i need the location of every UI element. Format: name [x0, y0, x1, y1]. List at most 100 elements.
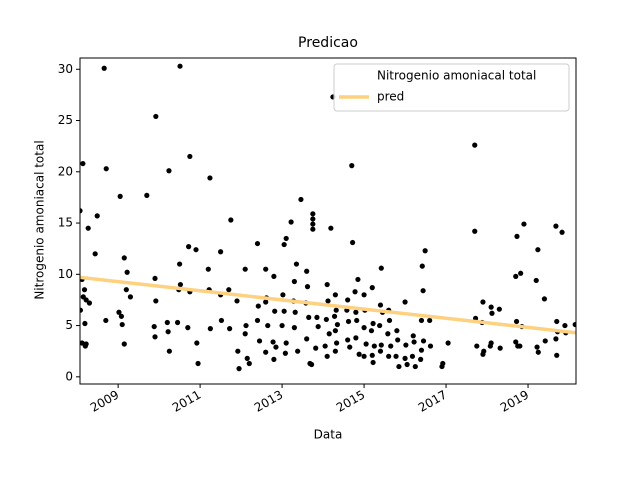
- data-point: [283, 235, 289, 242]
- data-point: [488, 304, 494, 310]
- data-point: [409, 353, 416, 359]
- y-tick-label: 25: [58, 113, 73, 127]
- data-point: [420, 288, 426, 294]
- data-point: [218, 317, 225, 324]
- data-point: [345, 337, 351, 343]
- data-point: [553, 223, 559, 229]
- data-point: [152, 334, 158, 340]
- legend-label: pred: [377, 90, 404, 104]
- x-tick-label: 2019: [498, 388, 531, 415]
- data-point: [207, 175, 213, 181]
- data-point: [419, 263, 425, 269]
- data-point: [334, 321, 341, 328]
- data-point: [295, 348, 301, 354]
- data-point: [280, 292, 286, 298]
- data-point: [369, 352, 375, 358]
- data-point: [254, 240, 261, 247]
- data-point: [207, 326, 213, 332]
- data-point: [288, 219, 294, 225]
- data-point: [235, 348, 241, 354]
- data-point: [328, 225, 334, 231]
- data-point: [378, 265, 384, 271]
- data-point: [445, 340, 451, 346]
- data-point: [177, 63, 183, 69]
- data-point: [116, 309, 122, 315]
- data-point: [326, 331, 332, 337]
- data-point: [174, 319, 181, 326]
- data-point: [164, 319, 170, 326]
- data-point: [395, 337, 401, 343]
- data-point: [325, 298, 331, 304]
- data-point: [121, 341, 127, 347]
- data-point: [165, 329, 171, 335]
- data-point: [333, 307, 339, 313]
- data-point: [472, 142, 478, 148]
- data-point: [352, 289, 358, 295]
- data-point: [347, 344, 353, 350]
- data-point: [255, 303, 261, 309]
- data-point: [263, 349, 269, 355]
- data-point: [345, 318, 352, 325]
- data-point: [355, 276, 361, 283]
- x-tick-label: 2015: [334, 388, 367, 415]
- data-point: [177, 261, 183, 267]
- legend-label: Nitrogenio amoniacal total: [377, 69, 536, 83]
- data-point: [310, 221, 316, 227]
- x-tick-label: 2011: [170, 388, 203, 415]
- data-point: [559, 229, 565, 235]
- data-point: [186, 244, 192, 250]
- data-point: [377, 302, 384, 308]
- data-point: [324, 281, 330, 288]
- data-point: [270, 339, 276, 345]
- data-point: [345, 297, 351, 303]
- data-point: [81, 287, 88, 293]
- data-point: [535, 247, 541, 253]
- data-point: [314, 314, 320, 320]
- data-point: [480, 299, 486, 305]
- data-point: [334, 340, 340, 346]
- data-point: [103, 317, 109, 324]
- data-point: [227, 326, 233, 332]
- data-point: [514, 233, 520, 239]
- data-point: [304, 336, 310, 342]
- data-point: [144, 192, 150, 198]
- data-point: [271, 356, 277, 362]
- data-point: [127, 294, 134, 300]
- data-point: [256, 338, 263, 344]
- data-point: [272, 308, 278, 314]
- data-point: [554, 352, 560, 358]
- data-point: [119, 321, 125, 328]
- data-point: [83, 297, 89, 303]
- x-tick-label: 2017: [416, 388, 449, 415]
- data-point: [404, 361, 410, 368]
- data-point: [371, 343, 377, 349]
- data-point: [323, 316, 329, 323]
- data-point: [513, 273, 519, 279]
- data-point: [418, 356, 424, 362]
- data-point: [322, 343, 328, 349]
- data-point: [411, 339, 417, 345]
- data-point: [152, 275, 158, 282]
- data-point: [410, 333, 416, 339]
- data-point: [153, 113, 159, 120]
- data-point: [195, 360, 201, 367]
- data-point: [368, 328, 375, 334]
- data-point: [369, 285, 375, 291]
- data-point: [480, 351, 486, 357]
- data-point: [553, 336, 559, 342]
- data-point: [386, 317, 393, 324]
- trend-line: [80, 275, 576, 335]
- data-point: [92, 251, 98, 257]
- y-tick-label: 30: [58, 62, 73, 76]
- data-point: [281, 308, 287, 314]
- data-point: [279, 322, 285, 329]
- data-point: [117, 193, 123, 199]
- data-point: [313, 345, 319, 351]
- data-point: [246, 360, 252, 367]
- data-point: [101, 65, 107, 71]
- data-point: [489, 310, 495, 316]
- data-point: [388, 343, 394, 349]
- data-point: [242, 331, 248, 337]
